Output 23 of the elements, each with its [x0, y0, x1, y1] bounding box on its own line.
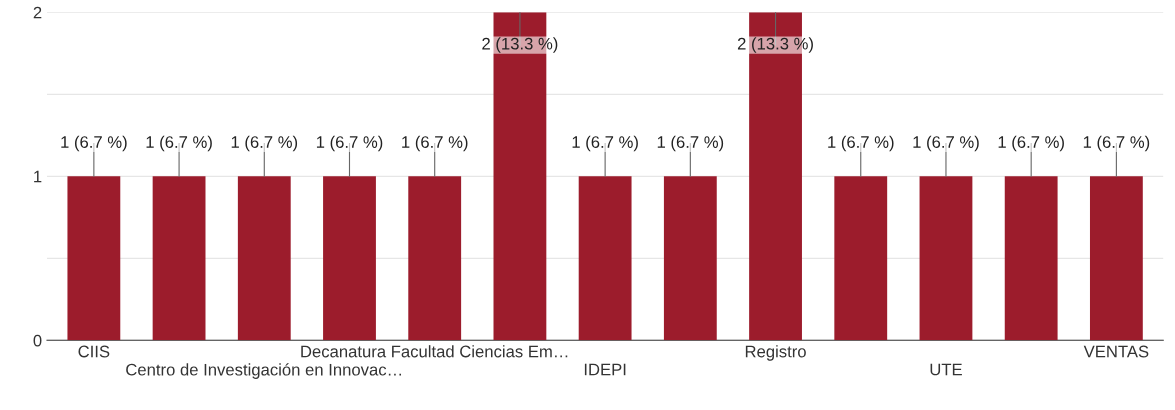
- data-label: 1 (6.7 %): [828, 135, 894, 152]
- data-label: 1 (6.7 %): [316, 135, 383, 152]
- y-tick-label: 0: [33, 334, 42, 347]
- data-label: 2 (13.3 %): [737, 37, 813, 53]
- data-label: 1 (6.7 %): [572, 135, 638, 152]
- x-tick-label: CIIS: [78, 345, 110, 358]
- x-tick-label: VENTAS: [1083, 345, 1149, 358]
- data-label: 1 (6.7 %): [657, 135, 724, 152]
- y-tick-label: 1: [34, 170, 42, 183]
- data-label: 1 (6.7 %): [231, 135, 298, 152]
- data-label: 1 (6.7 %): [61, 135, 127, 152]
- x-tick-label: Registro: [745, 345, 806, 361]
- y-tick-label: 2: [33, 6, 42, 19]
- data-label: 1 (6.7 %): [998, 135, 1064, 152]
- x-tick-label: IDEPI: [584, 363, 626, 376]
- data-label: 1 (6.7 %): [913, 135, 979, 152]
- x-tick-label: UTE: [930, 363, 962, 376]
- data-label: 1 (6.7 %): [1083, 135, 1150, 152]
- x-tick-label: Centro de Investigación en Innovac…: [126, 363, 401, 379]
- data-label: 1 (6.7 %): [402, 135, 468, 152]
- data-label: 1 (6.7 %): [146, 135, 212, 152]
- data-label: 2 (13.3 %): [482, 37, 558, 53]
- x-tick-label: Decanatura Facultad Ciencias Em…: [301, 345, 568, 358]
